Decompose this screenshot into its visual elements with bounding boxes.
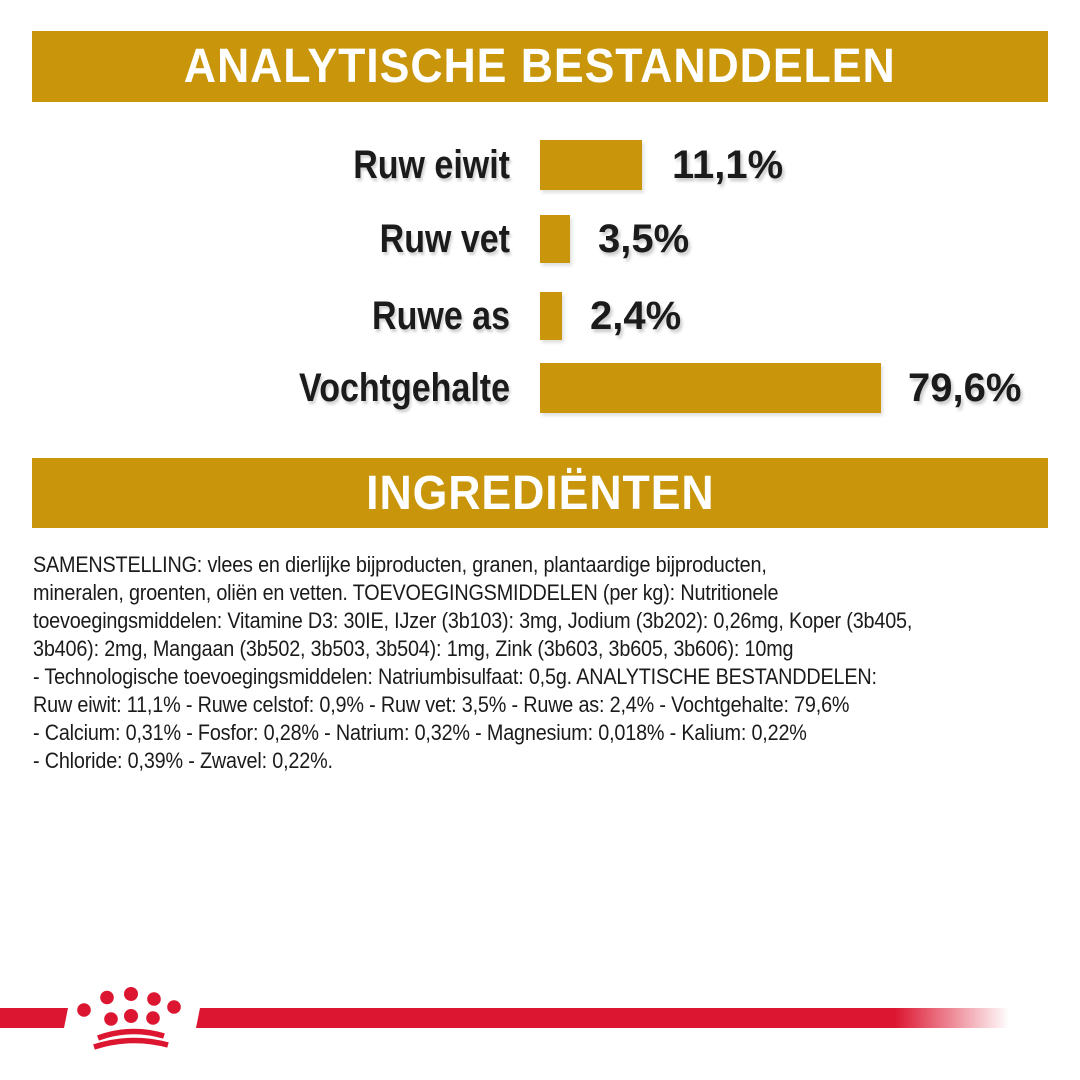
ingredients-section-header: INGREDIËNTEN: [32, 458, 1048, 528]
bar-value: 2,4%: [590, 293, 682, 338]
bar-ruw-eiwit: [540, 140, 642, 190]
analytical-section-title: ANALYTISCHE BESTANDDELEN: [184, 40, 896, 93]
bar-label: Ruw eiwit: [353, 142, 510, 187]
bar-ruw-vet: [540, 215, 570, 263]
chart-row-ruw-eiwit: Ruw eiwit 11,1%: [0, 140, 1080, 190]
chart-row-ruwe-as: Ruwe as 2,4%: [0, 292, 1080, 340]
brand-stripe-left: [0, 1008, 68, 1028]
brand-stripe-right: [196, 1008, 1080, 1028]
royal-canin-crown-icon: [77, 987, 181, 1050]
ingredients-section-title: INGREDIËNTEN: [365, 466, 715, 520]
bar-label: Ruw vet: [379, 216, 510, 261]
bar-value: 3,5%: [598, 216, 690, 261]
bar-value: 11,1%: [672, 142, 784, 187]
ingredients-text: SAMENSTELLING: vlees en dierlijke bijpro…: [33, 552, 913, 773]
bar-value: 79,6%: [908, 365, 1022, 410]
analytical-section-header: ANALYTISCHE BESTANDDELEN: [32, 31, 1048, 102]
bar-vochtgehalte: [540, 363, 881, 413]
chart-row-ruw-vet: Ruw vet 3,5%: [0, 215, 1080, 263]
bar-ruwe-as: [540, 292, 562, 340]
chart-row-vochtgehalte: Vochtgehalte 79,6%: [0, 363, 1080, 413]
bar-label: Vochtgehalte: [299, 365, 510, 410]
bar-label: Ruwe as: [372, 293, 510, 338]
